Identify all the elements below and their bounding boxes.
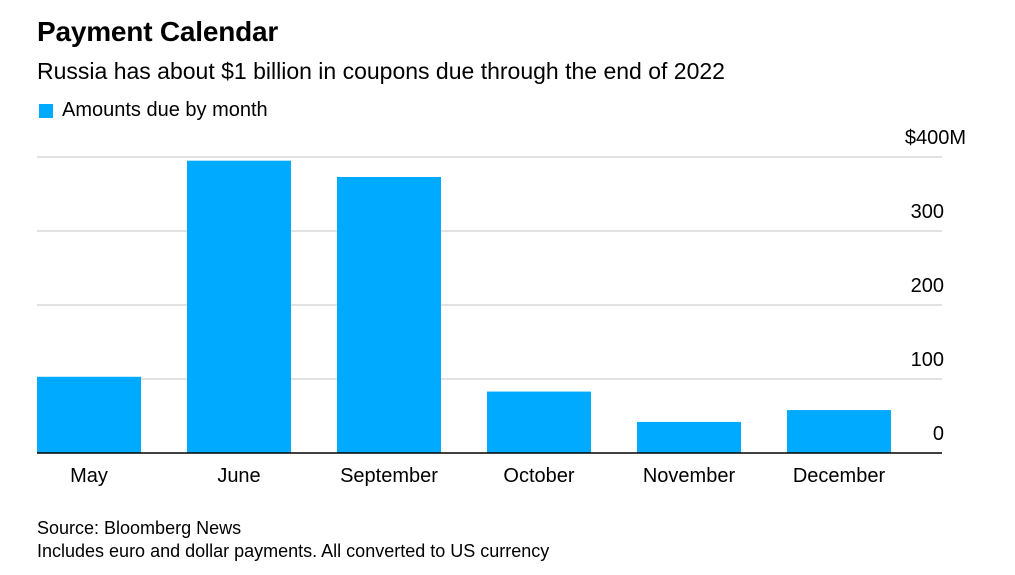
bar (637, 421, 741, 453)
y-tick-label: $400M (905, 127, 966, 149)
chart-subtitle: Russia has about $1 billion in coupons d… (37, 58, 725, 84)
x-tick-label: November (643, 465, 736, 487)
bar (487, 391, 591, 453)
legend-swatch (39, 103, 53, 118)
y-tick-label: 200 (911, 275, 944, 297)
chart-footer: Source: Bloomberg News Includes euro and… (37, 517, 549, 563)
chart-title: Payment Calendar (37, 16, 279, 47)
y-tick-label: 100 (911, 349, 944, 371)
source-note: Source: Bloomberg News (37, 518, 242, 538)
y-tick-label: 300 (911, 201, 944, 223)
bar (187, 160, 291, 453)
footnote: Includes euro and dollar payments. All c… (37, 541, 550, 561)
x-tick-label: December (793, 465, 886, 487)
x-tick-label: September (340, 465, 438, 487)
x-tick-label: June (217, 465, 260, 487)
bar (787, 410, 891, 453)
x-tick-label: May (70, 465, 108, 487)
legend: Amounts due by month (39, 99, 268, 122)
y-tick-label: 0 (933, 423, 944, 445)
bar (37, 376, 141, 453)
legend-label: Amounts due by month (62, 99, 268, 121)
bar (337, 176, 441, 454)
x-tick-label: October (503, 465, 574, 487)
